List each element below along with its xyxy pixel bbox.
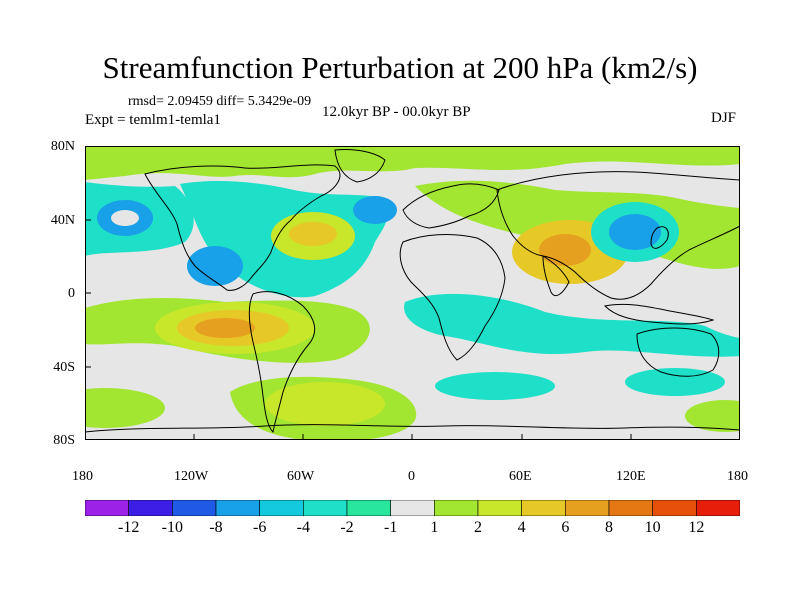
map-plot — [85, 146, 740, 440]
colorbar-swatch — [215, 500, 260, 516]
colorbar-swatch — [477, 500, 522, 516]
lon-tick-label: 60E — [509, 469, 532, 484]
coastlines — [85, 149, 740, 434]
contour-region — [289, 222, 337, 246]
indonesia-outline — [603, 303, 715, 325]
south-america-outline — [248, 291, 316, 434]
experiment-label: Expt = temlm1-temla1 — [85, 112, 221, 128]
colorbar-label: -6 — [252, 519, 267, 536]
colorbar-label: -10 — [161, 519, 183, 536]
contour-region — [685, 400, 740, 432]
contour-region — [85, 146, 740, 180]
colorbar-label: 8 — [605, 519, 613, 536]
colorbar-swatch — [608, 500, 653, 516]
lat-tick-label: 40S — [53, 360, 75, 375]
colorbar-swatch — [652, 500, 697, 516]
colorbar-label: 12 — [688, 519, 705, 536]
north-america-outline — [144, 164, 341, 291]
lat-tick-label: 80S — [53, 433, 75, 448]
contour-region — [195, 318, 255, 338]
lat-tick-label: 40N — [50, 213, 75, 228]
antarctica-outline — [85, 424, 740, 433]
lon-tick-label: 60W — [287, 469, 315, 484]
colorbar-label: 10 — [644, 519, 661, 536]
asia-outline — [496, 171, 740, 300]
lon-tick-label: 120W — [174, 469, 209, 484]
europe-outline — [402, 183, 500, 229]
lat-tick-marks — [85, 146, 91, 440]
colorbar-swatch — [346, 500, 391, 516]
contour-region — [435, 372, 555, 400]
lon-tick-marks — [193, 434, 632, 440]
colorbar-swatch — [172, 500, 217, 516]
contour-region — [85, 388, 165, 428]
africa-outline — [399, 234, 506, 361]
chart-title: Streamfunction Perturbation at 200 hPa (… — [102, 50, 698, 85]
japan-outline — [650, 226, 669, 249]
stats-label: rmsd= 2.09459 diff= 5.3429e-09 — [128, 94, 312, 109]
colorbar-swatch — [128, 500, 173, 516]
australia-outline — [636, 327, 720, 377]
colorbar-swatch — [85, 500, 129, 516]
lat-tick-label: 0 — [68, 286, 75, 301]
colorbar-label: 4 — [517, 519, 526, 536]
india-outline — [542, 255, 570, 297]
colorbar — [85, 500, 740, 516]
colorbar-swatch — [390, 500, 435, 516]
contour-region — [111, 210, 139, 226]
period-label: 12.0kyr BP - 00.0kyr BP — [322, 104, 471, 120]
colorbar-label: -4 — [296, 519, 310, 536]
contour-region — [353, 196, 397, 224]
contour-region — [404, 293, 740, 357]
contour-region — [609, 214, 661, 250]
colorbar-swatch — [303, 500, 348, 516]
colorbar-label: -8 — [209, 519, 223, 536]
colorbar-swatch — [565, 500, 610, 516]
colorbar-swatch — [259, 500, 304, 516]
lon-tick-label: 180 — [72, 469, 93, 484]
colorbar-swatch — [696, 500, 740, 516]
contour-region — [539, 234, 591, 266]
lat-tick-label: 80N — [50, 139, 75, 154]
colorbar-label: 6 — [561, 519, 570, 536]
greenland-outline — [334, 149, 386, 183]
colorbar-label: -12 — [117, 519, 140, 536]
lon-tick-label: 120E — [616, 469, 646, 484]
lon-tick-label: 0 — [408, 469, 415, 484]
colorbar-label: 1 — [430, 519, 439, 536]
lon-tick-label: 180 — [727, 469, 748, 484]
contour-region — [625, 368, 725, 396]
colorbar-label: -2 — [340, 519, 354, 536]
contour-region — [265, 382, 385, 426]
colorbar-label: 2 — [474, 519, 482, 536]
colorbar-label: -1 — [383, 519, 398, 536]
colorbar-swatch — [434, 500, 479, 516]
contour-fills — [85, 146, 740, 440]
contour-region — [187, 246, 243, 286]
season-label: DJF — [711, 110, 737, 126]
colorbar-swatch — [521, 500, 566, 516]
